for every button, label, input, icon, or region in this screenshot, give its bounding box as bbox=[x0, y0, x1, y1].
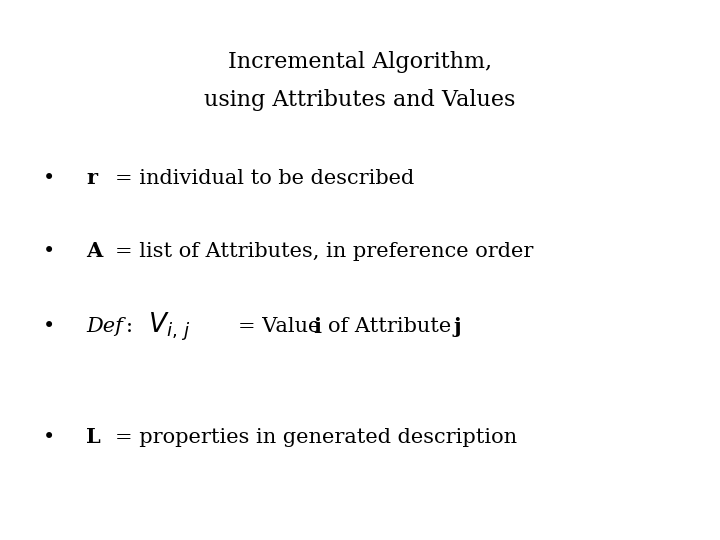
Text: using Attributes and Values: using Attributes and Values bbox=[204, 89, 516, 111]
Text: = individual to be described: = individual to be described bbox=[115, 168, 415, 188]
Text: Incremental Algorithm,: Incremental Algorithm, bbox=[228, 51, 492, 73]
Text: •: • bbox=[43, 241, 55, 261]
Text: j: j bbox=[454, 316, 462, 337]
Text: •: • bbox=[43, 168, 55, 188]
Text: i: i bbox=[313, 316, 321, 337]
Text: L: L bbox=[86, 427, 101, 448]
Text: •: • bbox=[43, 317, 55, 336]
Text: = list of Attributes, in preference order: = list of Attributes, in preference orde… bbox=[115, 241, 534, 261]
Text: •: • bbox=[43, 428, 55, 447]
Text: :: : bbox=[126, 317, 133, 336]
Text: = Value: = Value bbox=[238, 317, 320, 336]
Text: A: A bbox=[86, 241, 103, 261]
Text: $\mathit{V}_{i,\,j}$: $\mathit{V}_{i,\,j}$ bbox=[148, 310, 190, 343]
Text: r: r bbox=[86, 168, 97, 188]
Text: = properties in generated description: = properties in generated description bbox=[115, 428, 518, 447]
Text: of Attribute: of Attribute bbox=[328, 317, 451, 336]
Text: Def: Def bbox=[86, 317, 123, 336]
